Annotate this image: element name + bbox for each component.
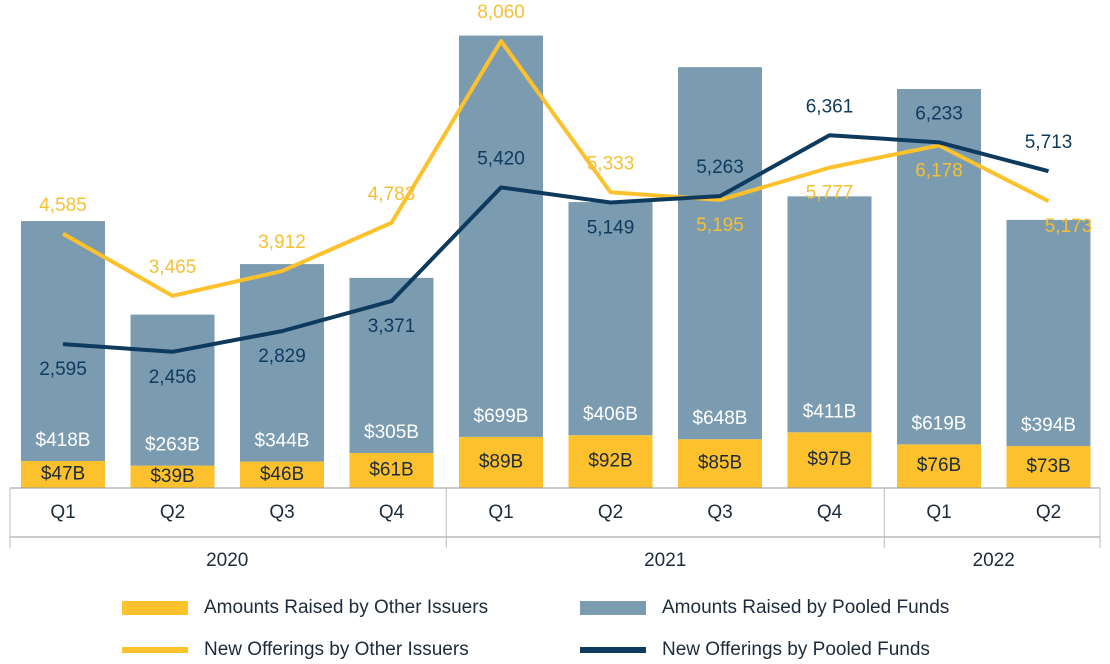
bar-segment <box>240 461 324 488</box>
bar-segment <box>459 35 543 437</box>
bar-segment <box>130 314 215 466</box>
bar-value-label: $92B <box>588 451 632 472</box>
line-value-label: 5,173 <box>1045 216 1093 237</box>
line-value-label: 5,420 <box>477 148 525 169</box>
line-value-label: 3,465 <box>149 257 197 278</box>
line-value-label: 5,713 <box>1025 132 1073 153</box>
x-tick-label: Q2 <box>1036 502 1061 523</box>
bar-value-label: $97B <box>807 449 851 470</box>
legend-label: Amounts Raised by Other Issuers <box>204 597 488 618</box>
bar-segment <box>21 461 105 488</box>
bar-value-label: $263B <box>145 435 200 456</box>
bar-value-label: $699B <box>474 406 529 427</box>
line-value-label: 6,361 <box>806 96 854 117</box>
bar-segment <box>349 452 434 488</box>
x-tick-label: Q2 <box>160 502 185 523</box>
line-value-label: 3,912 <box>258 232 306 253</box>
line-series <box>62 133 1050 354</box>
bar-value-label: $89B <box>479 451 523 472</box>
bar-segment <box>897 444 981 488</box>
line-value-label: 2,595 <box>39 359 87 380</box>
legend-label: New Offerings by Other Issuers <box>204 639 469 660</box>
line-value-label: 5,149 <box>587 217 635 238</box>
x-tick-label: Q1 <box>488 502 513 523</box>
line-value-label: 8,060 <box>477 2 525 23</box>
legend-swatch <box>580 647 646 653</box>
line-value-label: 6,233 <box>915 103 963 124</box>
x-group-label: 2021 <box>644 550 686 571</box>
bar-segment <box>21 221 105 462</box>
legend-swatch <box>580 601 646 615</box>
bar-value-label: $418B <box>36 430 91 451</box>
x-tick-label: Q1 <box>50 502 75 523</box>
bar-value-label: $61B <box>369 460 413 481</box>
bar-segment <box>1006 446 1091 488</box>
legend-swatch <box>122 647 188 653</box>
bar-value-label: $411B <box>803 401 857 422</box>
bar-segment <box>130 465 215 488</box>
bar-segment <box>568 435 653 488</box>
bar-value-label: $305B <box>364 422 419 443</box>
bar-value-label: $76B <box>917 455 961 476</box>
line-value-label: 5,777 <box>806 183 854 204</box>
x-tick-label: Q4 <box>379 502 405 523</box>
line-value-label: 5,263 <box>696 157 744 178</box>
bar-value-label: $406B <box>583 404 638 425</box>
bar-segment <box>678 67 762 440</box>
bar-value-label: $39B <box>150 466 194 487</box>
line-value-label: 2,829 <box>258 346 306 367</box>
line-value-label: 5,333 <box>587 153 635 174</box>
bar-value-label: $46B <box>260 464 304 485</box>
x-group-label: 2020 <box>206 550 248 571</box>
bar-value-label: $619B <box>912 413 967 434</box>
line-value-label: 5,195 <box>696 215 744 236</box>
x-tick-label: Q4 <box>817 502 843 523</box>
bar-value-label: $47B <box>41 464 85 485</box>
bar-segment <box>568 202 653 436</box>
x-tick-label: Q1 <box>926 502 951 523</box>
line-series <box>62 39 1050 298</box>
bar-value-label: $394B <box>1021 415 1076 436</box>
line-value-label: 6,178 <box>915 160 963 181</box>
x-tick-label: Q3 <box>707 502 732 523</box>
x-group-label: 2022 <box>973 550 1015 571</box>
bar-segment <box>678 439 762 488</box>
bar-segment <box>787 196 872 433</box>
bar-value-label: $85B <box>698 453 742 474</box>
x-tick-label: Q2 <box>598 502 623 523</box>
bar-value-label: $73B <box>1026 456 1070 477</box>
bar-segment <box>1006 219 1091 447</box>
line-value-label: 2,456 <box>149 367 197 388</box>
line-value-label: 4,585 <box>39 195 87 216</box>
legend-swatch <box>122 601 188 615</box>
legend-label: Amounts Raised by Pooled Funds <box>662 597 949 618</box>
legend-label: New Offerings by Pooled Funds <box>662 639 930 660</box>
line-value-label: 4,783 <box>368 184 416 205</box>
bar-value-label: $344B <box>255 431 310 452</box>
bar-segment <box>459 436 543 488</box>
bar-value-label: $648B <box>693 408 748 429</box>
bar-segment <box>240 264 324 462</box>
bar-segment <box>787 432 872 488</box>
x-tick-label: Q3 <box>269 502 294 523</box>
line-value-label: 3,371 <box>368 316 416 337</box>
